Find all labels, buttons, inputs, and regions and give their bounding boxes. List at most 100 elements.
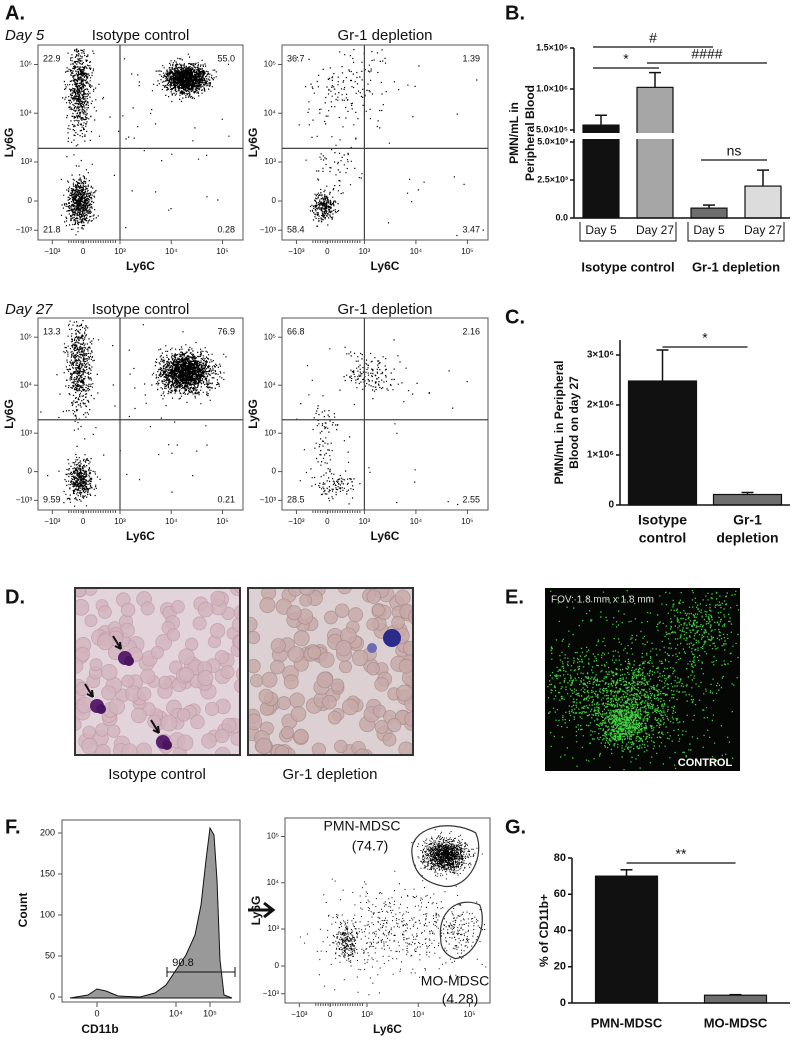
cell [391,615,405,630]
y-tick-label: 10⁴ [20,108,33,117]
cell [316,671,334,689]
y-tick-label: 10⁵ [267,832,279,841]
cell [396,684,413,702]
quadrant-value: 66.8 [287,326,305,336]
gate-value: (4.28) [442,991,479,1007]
gate-name: MO-MDSC [421,973,489,989]
y-tick-label: 0 [272,467,277,476]
cell [334,739,348,754]
panel-label: F. [5,816,21,838]
cell [293,630,310,647]
x-tick-label: 10⁵ [461,247,473,256]
cell [89,658,103,672]
x-tick-label: 10⁴ [412,1010,425,1019]
red-blood-cells [248,588,413,755]
comparison-label: ** [676,846,687,862]
y-tick-label: 3×10⁶ [587,350,614,361]
x-tick-label: Day 27 [744,223,782,237]
quadrant-value: 76.9 [217,326,235,336]
y-tick-label: 2.5×10³ [537,174,568,184]
cell [276,696,291,711]
cell [220,664,235,679]
gate-bar [166,967,236,977]
gate [439,901,483,960]
cell [171,599,185,614]
cell [318,651,335,668]
cell [394,589,411,606]
cell [341,698,359,716]
quadrant-value: 9.59 [43,494,61,504]
x-axis-label: Ly6C [126,529,155,543]
y-axis-label: Ly6G [2,399,16,429]
y-tick-label: 10³ [20,157,32,166]
cell [382,732,397,747]
image-label: Isotype control [108,766,206,783]
x-tick-label: 10⁴ [165,247,178,256]
cell [150,645,164,660]
cell [274,745,290,755]
cell [190,714,205,730]
cell [197,601,214,618]
cell [258,688,274,704]
cell [248,713,263,731]
plot-title: Gr-1 depletion [337,27,432,44]
y-axis-label: Count [16,893,30,928]
cell [140,601,155,616]
comparison-label: * [623,51,629,67]
cell [121,743,138,755]
bar [690,207,728,219]
y-tick-label: 10³ [20,428,32,437]
cell [107,724,121,738]
x-axis-label: Ly6C [373,1022,402,1036]
cell [290,706,307,722]
cell [327,710,342,725]
x-tick-label: 10³ [114,247,126,256]
y-tick-label: 200 [40,827,55,837]
cell [387,718,402,733]
cell [147,714,161,729]
x-tick-label: Day 5 [693,223,725,237]
neutrophil [124,656,134,666]
cell [366,589,381,604]
cell [233,588,240,594]
cell [407,609,413,625]
quadrant-value: 13.3 [43,326,61,336]
x-tick-label: 10³ [359,247,371,256]
y-tick-label: 10⁴ [267,878,280,887]
plot-frame [37,317,244,511]
y-tick-label: 1.0×10⁶ [536,83,568,93]
x-tick-label: MO-MDSC [704,1015,768,1030]
y-tick-label: 0 [50,991,55,1001]
cell [209,623,226,639]
x-axis-label: Ly6C [371,259,400,273]
quadrant-value: 2.16 [462,326,480,336]
cell [230,731,240,746]
y-tick-label: 10⁵ [20,60,32,69]
x-tick-label: 10⁴ [410,517,423,526]
y-tick-label: −10³ [260,496,277,505]
cell [201,733,217,749]
y-tick-label: 60 [554,888,566,900]
cell [95,743,111,755]
cell [287,646,305,663]
y-tick-label: 10⁴ [264,380,277,389]
cell [233,604,240,620]
y-tick-label: 10⁴ [264,108,277,117]
y-tick-label: 100 [40,909,55,919]
cell [131,707,147,724]
y-tick-label: 2×10⁶ [587,400,614,411]
y-axis-label: PMN/mL in Peripheral [552,361,566,485]
cell [374,677,389,692]
cell [214,728,230,744]
y-tick-label: 0 [560,997,566,1009]
cell [98,605,112,619]
y-axis-label: Ly6G [246,128,260,158]
y-tick-label: 20 [554,961,566,973]
cell [178,666,194,683]
gate-value: (74.7) [352,838,389,854]
bar [712,493,783,506]
plot-frame [281,317,489,511]
cell [248,630,261,645]
panel-label: B. [505,2,525,24]
x-tick-label: 0 [81,517,86,526]
